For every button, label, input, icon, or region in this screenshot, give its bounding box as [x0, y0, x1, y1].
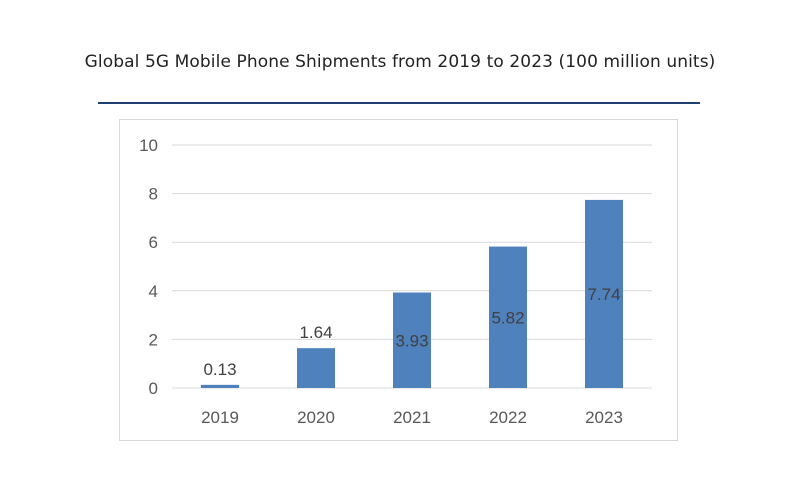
- x-tick-label-2020: 2020: [297, 408, 335, 427]
- data-label-2019: 0.13: [203, 360, 236, 379]
- bar-2023: [585, 199, 623, 388]
- bars: [201, 199, 623, 388]
- x-axis-ticks: 2019 2020 2021 2022 2023: [201, 408, 623, 427]
- y-tick-label-0: 0: [149, 379, 158, 398]
- x-tick-label-2023: 2023: [585, 408, 623, 427]
- x-tick-label-2019: 2019: [201, 408, 239, 427]
- data-label-2022: 5.82: [491, 308, 524, 327]
- bar-2019: [201, 384, 239, 388]
- bar-2020: [297, 348, 335, 388]
- x-tick-label-2021: 2021: [393, 408, 431, 427]
- data-labels: 0.13 1.64 3.93 5.82 7.74: [203, 285, 620, 379]
- y-tick-label-8: 8: [149, 185, 158, 204]
- y-tick-label-4: 4: [149, 282, 158, 301]
- chart-title: Global 5G Mobile Phone Shipments from 20…: [84, 52, 716, 72]
- bar-2021: [393, 292, 431, 388]
- gridlines: [172, 144, 652, 389]
- data-label-2023: 7.74: [587, 285, 620, 304]
- y-tick-label-10: 10: [139, 136, 158, 155]
- title-divider: [98, 102, 700, 104]
- x-tick-label-2022: 2022: [489, 408, 527, 427]
- y-tick-label-6: 6: [149, 233, 158, 252]
- data-label-2021: 3.93: [395, 331, 428, 350]
- y-axis-ticks: 0 2 4 6 8 10: [139, 136, 158, 398]
- bar-2022: [489, 246, 527, 388]
- data-label-2020: 1.64: [299, 323, 332, 342]
- y-tick-label-2: 2: [149, 330, 158, 349]
